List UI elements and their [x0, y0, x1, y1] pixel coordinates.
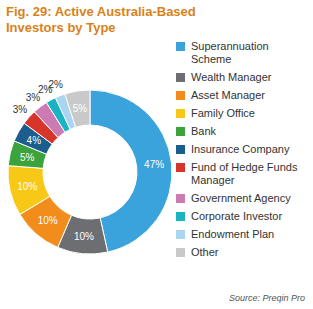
legend-label: Other [191, 246, 219, 259]
legend-item: Bank [176, 125, 310, 138]
donut: 47%10%10%10%5%4%3%3%2%2%5% [8, 79, 172, 254]
data-label: 4% [27, 135, 42, 146]
legend-label: Insurance Company [191, 143, 289, 156]
legend-label: Fund of Hedge Funds Manager [191, 161, 310, 187]
legend-item: Endowment Plan [176, 228, 310, 241]
legend-label: Corporate Investor [191, 210, 282, 223]
legend-swatch [176, 145, 185, 154]
data-label: 10% [38, 215, 58, 226]
legend-item: Other [176, 246, 310, 259]
legend-label: Bank [191, 125, 216, 138]
legend-swatch [176, 109, 185, 118]
legend-swatch [176, 91, 185, 100]
legend-swatch [176, 248, 185, 257]
legend-label: Superannuation Scheme [191, 40, 310, 66]
legend-item: Fund of Hedge Funds Manager [176, 161, 310, 187]
legend-swatch [176, 163, 185, 172]
legend-item: Superannuation Scheme [176, 40, 310, 66]
source: Source: Preqin Pro [229, 293, 305, 303]
legend-label: Wealth Manager [191, 71, 272, 84]
legend-item: Asset Manager [176, 89, 310, 102]
slice [8, 166, 50, 215]
data-label: 5% [20, 152, 35, 163]
data-label: 10% [17, 181, 37, 192]
legend-swatch [176, 42, 185, 51]
legend-item: Wealth Manager [176, 71, 310, 84]
data-label: 47% [144, 159, 164, 170]
legend-swatch [176, 73, 185, 82]
legend-swatch [176, 230, 185, 239]
slice [65, 90, 90, 127]
legend-label: Asset Manager [191, 89, 265, 102]
legend: Superannuation Scheme Wealth Manager Asset… [176, 40, 310, 264]
data-label: 5% [73, 103, 88, 114]
data-label: 10% [74, 231, 94, 242]
data-label: 2% [48, 79, 63, 90]
legend-item: Government Agency [176, 192, 310, 205]
legend-swatch [176, 194, 185, 203]
legend-swatch [176, 212, 185, 221]
legend-item: Insurance Company [176, 143, 310, 156]
legend-swatch [176, 127, 185, 136]
legend-item: Family Office [176, 107, 310, 120]
legend-label: Family Office [191, 107, 255, 120]
title: Fig. 29: Active Australia-Based Investor… [6, 4, 256, 36]
data-label: 3% [13, 104, 28, 115]
legend-item: Corporate Investor [176, 210, 310, 223]
legend-label: Government Agency [191, 192, 291, 205]
legend-label: Endowment Plan [191, 228, 274, 241]
